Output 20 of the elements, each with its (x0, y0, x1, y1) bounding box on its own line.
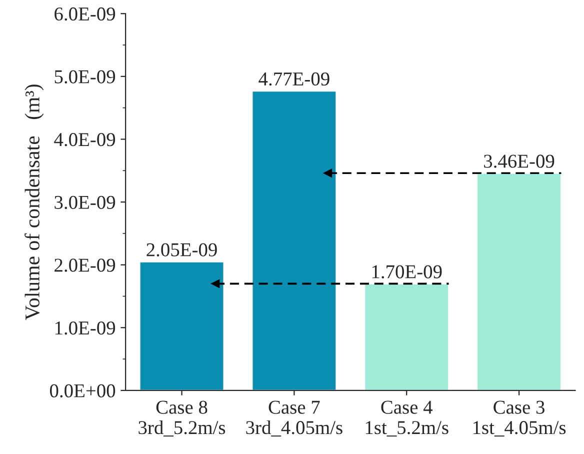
y-tick-label: 0.0E+00 (50, 384, 116, 398)
y-tick-label: 6.0E-09 (54, 7, 116, 21)
y-axis-title: Volume of condensate (m³) (24, 84, 44, 320)
x-tick-label: Case 7 3rd_4.05m/s (246, 400, 342, 436)
data-label: 1.70E-09 (372, 265, 442, 278)
x-tick-label: Case 3 1st_4.05m/s (473, 400, 566, 436)
y-tick-label: 5.0E-09 (54, 70, 116, 84)
data-label: 2.05E-09 (146, 243, 217, 256)
data-label: 3.46E-09 (484, 154, 554, 168)
bar (364, 282, 450, 390)
bar (476, 172, 562, 390)
bar (138, 261, 225, 390)
y-tick-label: 1.0E-09 (55, 321, 116, 335)
data-label: 4.77E-09 (258, 72, 330, 86)
x-tick-label: Case 4 1st_5.2m/s (366, 400, 448, 436)
x-tick-label: Case 8 3rd_5.2m/s (138, 400, 226, 436)
bar (251, 90, 338, 390)
y-tick-label: 4.0E-09 (54, 133, 116, 146)
y-tick-label: 3.0E-09 (54, 196, 116, 210)
y-tick-label: 2.0E-09 (54, 258, 116, 272)
